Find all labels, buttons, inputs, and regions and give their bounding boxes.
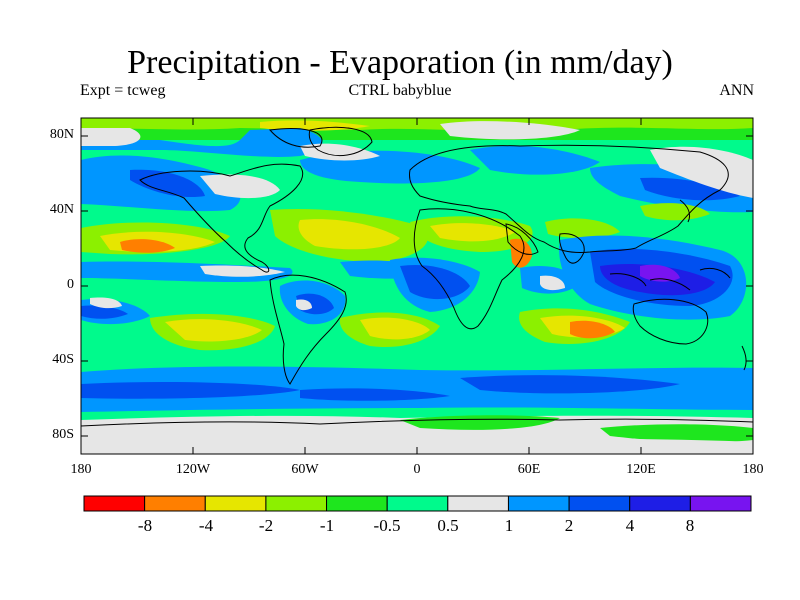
map-title: Precipitation - Evaporation (in mm/day) (127, 44, 673, 81)
colorbar-box (144, 495, 206, 512)
lon-label-180w: 180 (70, 462, 92, 477)
control-label: CTRL babyblue (348, 82, 452, 99)
colorbar-label: -8 (137, 516, 153, 535)
lon-label-120w: 120W (175, 462, 211, 477)
colorbar-label: -0.5 (373, 516, 401, 535)
lat-label-40n: 40N (49, 202, 74, 217)
colorbar-box (386, 495, 449, 512)
lon-label-0: 0 (413, 462, 421, 477)
colorbar-label: 8 (685, 516, 695, 535)
season-label: ANN (719, 82, 754, 99)
lat-label-80s: 80S (52, 427, 74, 442)
colorbar-box (689, 495, 752, 512)
lon-label-180e: 180 (742, 462, 764, 477)
colorbar-label: -4 (198, 516, 214, 535)
lat-label-80n: 80N (49, 127, 74, 142)
colorbar-box (265, 495, 328, 512)
colorbar-box (447, 495, 509, 512)
coastlines (81, 126, 753, 427)
experiment-label: Expt = tcweg (80, 82, 166, 99)
lon-ticks (80, 118, 754, 454)
colorbar-box (326, 495, 388, 512)
lat-label-40s: 40S (52, 352, 74, 367)
colorbar-box (83, 495, 146, 512)
precip-field (81, 118, 753, 454)
lon-label-60e: 60E (517, 462, 541, 477)
lon-label-120e: 120E (626, 462, 656, 477)
colorbar-box (629, 495, 691, 512)
colorbar-label: 4 (625, 516, 635, 535)
lat-label-0: 0 (67, 277, 74, 292)
colorbar-label: 2 (564, 516, 574, 535)
colorbar-label: 0.5 (437, 516, 459, 535)
colorbar-label: -1 (319, 516, 335, 535)
colorbar-box (204, 495, 267, 512)
colorbar-label: -2 (258, 516, 274, 535)
colorbar-box (568, 495, 631, 512)
colorbar-box (507, 495, 570, 512)
lat-ticks (81, 135, 753, 437)
colorbar (83, 495, 752, 512)
lon-label-60w: 60W (291, 462, 319, 477)
colorbar-label: 1 (504, 516, 514, 535)
